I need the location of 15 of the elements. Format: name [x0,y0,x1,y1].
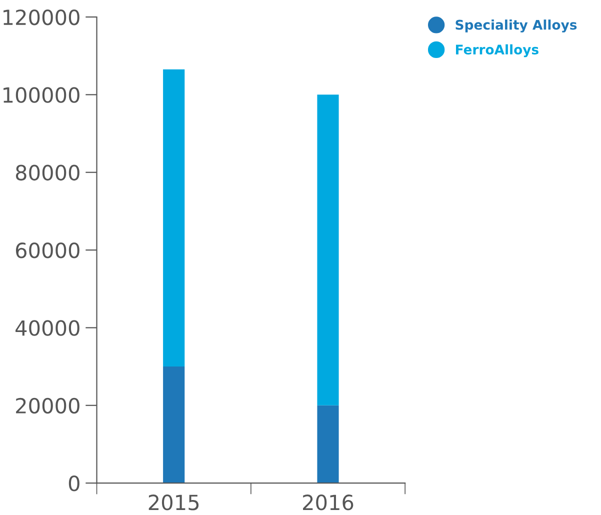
y-tick-label: 120000 [4,9,80,26]
y-tick-label: 0 [68,476,80,492]
bar [163,366,185,484]
x-tick-label: 2016 [303,494,354,510]
x-tick-label: 2015 [148,494,199,510]
legend-label: Speciality Alloys [456,20,577,32]
y-tick-label: 60000 [16,242,80,258]
bar [317,405,339,484]
bar [317,94,339,406]
bar [163,69,185,367]
legend-label: FerroAlloys [456,44,538,58]
y-tick-label: 80000 [16,164,80,181]
y-tick-label: 20000 [16,398,80,414]
y-tick-label: 40000 [16,320,80,336]
y-tick-label: 100000 [4,87,80,103]
